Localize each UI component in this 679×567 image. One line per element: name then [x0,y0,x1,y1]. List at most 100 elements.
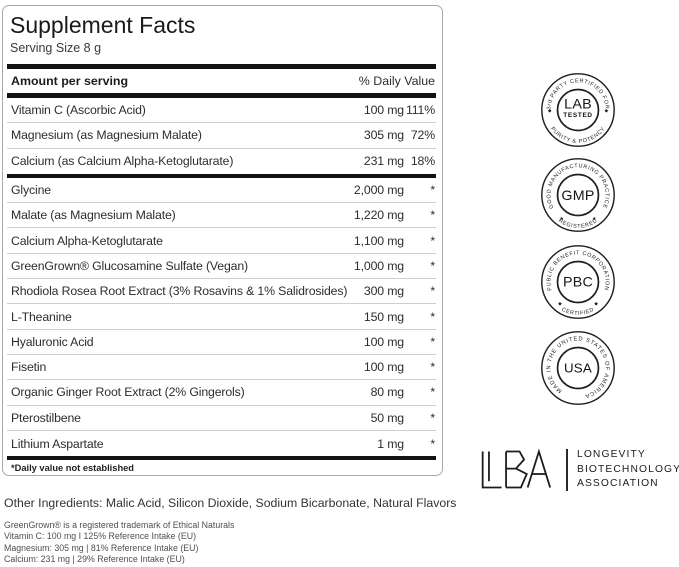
ingredient-amount: 1,000 mg [353,258,404,273]
table-row: Pterostilbene 50 mg * [7,406,436,431]
star-separator-icon: ★ [592,216,596,222]
table-row: L-Theanine 150 mg * [7,304,436,330]
thick-rule-mid [7,173,436,178]
ingredient-amount: 100 mg [363,334,404,349]
seal-center-text: USA [564,360,592,375]
lba-wordmark-line: BIOTECHNOLOGY [577,463,679,475]
fine-print-line: Magnesium: 305 mg | 81% Reference Intake… [4,542,199,553]
seal-center-text: LAB [564,97,592,113]
diamond-separator-icon: ◆ [548,108,552,114]
ingredient-daily-value: 18% [410,154,435,169]
ingredient-daily-value: 72% [410,128,435,143]
gmp-seal-icon: GOOD MANUFACTURING PRACTICE REGISTERED ★… [541,158,615,232]
ingredient-name: Fisetin [11,360,47,375]
seal-bottom-arc-text: REGISTERED [557,218,598,230]
table-row: Organic Ginger Root Extract (2% Gingerol… [7,380,436,406]
lba-wordmark-line: ASSOCIATION [577,478,659,490]
ingredient-amount: 231 mg [363,154,404,169]
ingredient-name: Lithium Aspartate [11,436,104,451]
panel-title: Supplement Facts [10,12,196,38]
ingredient-name: Calcium (as Calcium Alpha-Ketoglutarate) [11,154,234,169]
star-separator-icon: ★ [560,216,564,222]
lba-wordmark: LONGEVITY BIOTECHNOLOGY ASSOCIATION [577,448,679,492]
ingredient-daily-value: * [430,360,435,375]
column-header-row: Amount per serving % Daily Value [7,69,436,93]
table-row: Magnesium (as Magnesium Malate) 305 mg 7… [7,123,436,149]
amount-per-serving-header: Amount per serving [11,74,129,88]
other-ingredients: Other Ingredients: Malic Acid, Silicon D… [4,496,457,510]
fine-print-line: GreenGrown® is a registered trademark of… [4,520,235,530]
lba-logo-icon [481,448,552,489]
table-row: Malate (as Magnesium Malate) 1,220 mg * [7,203,436,229]
table-row: Fisetin 100 mg * [7,355,436,381]
table-row: Rhodiola Rosea Root Extract (3% Rosavins… [7,279,436,305]
ingredient-name: Magnesium (as Magnesium Malate) [11,128,202,143]
ingredient-daily-value: * [430,208,435,223]
ingredient-amount: 300 mg [363,284,404,299]
table-row: Hyaluronic Acid 100 mg * [7,330,436,355]
diamond-separator-icon: ◆ [558,301,562,307]
table-row: GreenGrown® Glucosamine Sulfate (Vegan) … [7,254,436,280]
pbc-seal-icon: PUBLIC BENEFIT CORPORATION CERTIFIED ◆ ◆… [541,245,615,319]
serving-size: Serving Size 8 g [10,41,102,55]
lab-tested-seal-icon: 3rd PARTY CERTIFIED FOR PURITY & POTENCY… [541,73,615,147]
daily-value-header: % Daily Value [358,74,435,88]
ingredient-daily-value: * [430,233,435,248]
svg-text:CERTIFIED: CERTIFIED [560,307,595,317]
ingredient-name: Vitamin C (Ascorbic Acid) [11,103,146,118]
table-row: Calcium Alpha-Ketoglutarate 1,100 mg * [7,228,436,254]
fine-print: GreenGrown® is a registered trademark of… [4,520,234,566]
ingredient-amount: 50 mg [370,410,405,425]
ingredient-name: GreenGrown® Glucosamine Sulfate (Vegan) [11,258,248,273]
svg-text:REGISTERED: REGISTERED [557,218,599,230]
lba-wordmark-line: LONGEVITY [577,449,646,460]
ingredient-daily-value: * [430,436,435,451]
diamond-separator-icon: ◆ [594,301,598,307]
table-row: Lithium Aspartate 1 mg * [7,431,436,456]
ingredient-name: L-Theanine [11,309,72,324]
table-row: Calcium (as Calcium Alpha-Ketoglutarate)… [7,149,436,174]
ingredient-name: Glycine [11,183,51,198]
seal-bottom-arc-text: CERTIFIED [560,307,594,317]
seal-center-subtext: TESTED [563,112,593,119]
ingredient-name: Organic Ginger Root Extract (2% Gingerol… [11,385,245,400]
table-row: Glycine 2,000 mg * [7,178,436,204]
ingredient-daily-value: * [430,309,435,324]
ingredient-amount: 100 mg [363,360,404,375]
ingredient-amount: 2,000 mg [353,183,404,198]
ingredient-amount: 80 mg [370,385,405,400]
thick-rule-header [7,93,436,98]
ingredient-amount: 1 mg [377,436,404,451]
ingredient-name: Hyaluronic Acid [11,334,94,349]
fine-print-line: Vitamin C: 100 mg I 125% Reference Intak… [4,531,196,542]
seal-bottom-arc-text: PURITY & POTENCY [549,126,606,145]
ingredient-amount: 150 mg [363,309,404,324]
ingredient-amount: 100 mg [363,103,404,118]
svg-text:PURITY & POTENCY: PURITY & POTENCY [549,126,607,145]
ingredient-name: Malate (as Magnesium Malate) [11,208,176,223]
seal-center-text: GMP [561,188,594,204]
supplement-facts-panel: Supplement Facts Serving Size 8 g Amount… [2,5,443,476]
ingredient-daily-value: * [430,385,435,400]
thick-rule-bottom [7,456,436,461]
ingredient-amount: 305 mg [363,128,404,143]
thick-rule-top [7,64,436,69]
daily-value-footnote: *Daily value not established [11,463,134,474]
lba-logo-divider [566,449,568,491]
ingredient-name: Calcium Alpha-Ketoglutarate [11,233,163,248]
diamond-separator-icon: ◆ [605,108,609,114]
ingredient-amount: 1,220 mg [353,208,404,223]
ingredient-daily-value: * [430,284,435,299]
table-row: Vitamin C (Ascorbic Acid) 100 mg 111% [7,98,436,124]
ingredient-daily-value: * [430,334,435,349]
ingredient-name: Rhodiola Rosea Root Extract (3% Rosavins… [11,284,348,299]
ingredient-amount: 1,100 mg [353,233,404,248]
ingredient-daily-value: * [430,258,435,273]
ingredient-daily-value: * [430,410,435,425]
ingredient-name: Pterostilbene [11,410,81,425]
fine-print-line: Calcium: 231 mg | 29% Reference Intake (… [4,554,185,565]
seal-center-text: PBC [563,275,593,291]
ingredient-daily-value: * [430,183,435,198]
usa-seal-icon: MADE IN THE UNITED STATES OF AMERICA USA [541,331,615,405]
